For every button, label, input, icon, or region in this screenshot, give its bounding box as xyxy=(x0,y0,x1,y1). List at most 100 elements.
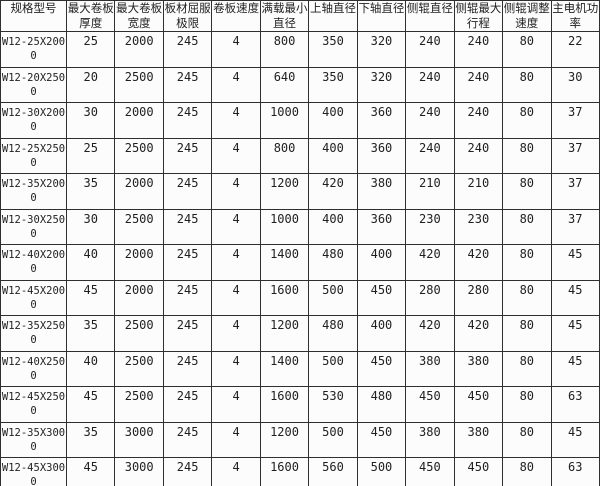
cell-max_width: 2500 xyxy=(114,350,164,387)
table-row: W12-30X2000 30 2000 245 4 1000 400 360 240 240 80 3… xyxy=(0,102,600,139)
cell-lower_shaft_dia: 360 xyxy=(356,208,407,245)
cell-side_roll_stroke: 240 xyxy=(453,66,504,103)
cell-max_thickness: 40 xyxy=(65,350,116,387)
cell-side_roll_stroke: 420 xyxy=(453,244,504,281)
cell-max_thickness: 45 xyxy=(65,457,116,486)
cell-side_roll_speed: 80 xyxy=(502,350,552,387)
cell-upper_shaft_dia: 530 xyxy=(308,386,358,423)
header-cell-model: 规格型号 xyxy=(0,0,67,32)
cell-max_thickness: 20 xyxy=(65,66,116,103)
cell-max_thickness: 45 xyxy=(65,386,116,423)
cell-upper_shaft_dia: 500 xyxy=(308,350,358,387)
cell-lower_shaft_dia: 380 xyxy=(356,173,407,210)
cell-lower_shaft_dia: 500 xyxy=(356,457,407,486)
cell-min_diameter: 1600 xyxy=(259,457,310,486)
cell-model: W12-30X2500 xyxy=(0,208,67,245)
cell-side_roll_speed: 80 xyxy=(502,102,552,139)
cell-max_width: 2500 xyxy=(114,66,164,103)
cell-max_thickness: 30 xyxy=(65,102,116,139)
table-row: W12-25X2000 25 2000 245 4 800 350 320 240 240 80 22 xyxy=(0,31,600,68)
cell-motor_power: 37 xyxy=(550,208,600,245)
cell-max_width: 2000 xyxy=(114,31,164,68)
table-row: W12-45X2000 45 2000 245 4 1600 500 450 280 280 80 4… xyxy=(0,279,600,316)
cell-max_width: 3000 xyxy=(114,457,164,486)
cell-lower_shaft_dia: 450 xyxy=(356,350,407,387)
cell-roll_speed: 4 xyxy=(211,244,261,281)
table-row: W12-35X2000 35 2000 245 4 1200 420 380 210 210 80 3… xyxy=(0,173,600,210)
cell-model: W12-25X2500 xyxy=(0,137,67,174)
cell-side_roll_speed: 80 xyxy=(502,137,552,174)
cell-yield_limit: 245 xyxy=(162,31,213,68)
cell-lower_shaft_dia: 320 xyxy=(356,66,407,103)
cell-min_diameter: 1600 xyxy=(259,279,310,316)
cell-model: W12-35X2500 xyxy=(0,315,67,352)
cell-lower_shaft_dia: 450 xyxy=(356,279,407,316)
cell-max_width: 2500 xyxy=(114,137,164,174)
cell-min_diameter: 1200 xyxy=(259,421,310,458)
cell-side_roll_speed: 80 xyxy=(502,315,552,352)
cell-model: W12-20X2500 xyxy=(0,66,67,103)
cell-max_width: 2500 xyxy=(114,208,164,245)
cell-motor_power: 45 xyxy=(550,350,600,387)
cell-yield_limit: 245 xyxy=(162,279,213,316)
cell-side_roll_stroke: 450 xyxy=(453,457,504,486)
cell-side_roll_dia: 380 xyxy=(405,350,455,387)
cell-upper_shaft_dia: 500 xyxy=(308,279,358,316)
cell-side_roll_dia: 240 xyxy=(405,66,455,103)
cell-yield_limit: 245 xyxy=(162,457,213,486)
cell-upper_shaft_dia: 480 xyxy=(308,315,358,352)
cell-max_width: 2000 xyxy=(114,244,164,281)
cell-model: W12-40X2500 xyxy=(0,350,67,387)
header-cell-lower_shaft_dia: 下轴直径 xyxy=(356,0,407,32)
cell-yield_limit: 245 xyxy=(162,350,213,387)
cell-model: W12-35X2000 xyxy=(0,173,67,210)
cell-roll_speed: 4 xyxy=(211,315,261,352)
cell-upper_shaft_dia: 420 xyxy=(308,173,358,210)
cell-roll_speed: 4 xyxy=(211,386,261,423)
cell-lower_shaft_dia: 450 xyxy=(356,421,407,458)
header-cell-side_roll_dia: 侧辊直径 xyxy=(405,0,455,32)
cell-side_roll_stroke: 380 xyxy=(453,350,504,387)
cell-lower_shaft_dia: 360 xyxy=(356,102,407,139)
cell-side_roll_dia: 230 xyxy=(405,208,455,245)
table-row: W12-35X3000 35 3000 245 4 1200 500 450 380 380 80 4… xyxy=(0,421,600,458)
cell-lower_shaft_dia: 480 xyxy=(356,386,407,423)
cell-motor_power: 30 xyxy=(550,66,600,103)
cell-min_diameter: 1000 xyxy=(259,102,310,139)
cell-min_diameter: 1200 xyxy=(259,315,310,352)
cell-side_roll_dia: 380 xyxy=(405,421,455,458)
cell-min_diameter: 1400 xyxy=(259,244,310,281)
cell-min_diameter: 800 xyxy=(259,137,310,174)
cell-motor_power: 45 xyxy=(550,315,600,352)
cell-side_roll_speed: 80 xyxy=(502,279,552,316)
cell-side_roll_speed: 80 xyxy=(502,457,552,486)
cell-model: W12-35X3000 xyxy=(0,421,67,458)
cell-min_diameter: 1600 xyxy=(259,386,310,423)
cell-max_thickness: 25 xyxy=(65,31,116,68)
cell-roll_speed: 4 xyxy=(211,457,261,486)
cell-max_thickness: 35 xyxy=(65,421,116,458)
cell-side_roll_speed: 80 xyxy=(502,173,552,210)
cell-roll_speed: 4 xyxy=(211,102,261,139)
cell-lower_shaft_dia: 320 xyxy=(356,31,407,68)
cell-model: W12-40X2000 xyxy=(0,244,67,281)
cell-roll_speed: 4 xyxy=(211,137,261,174)
header-cell-yield_limit: 板材屈服极限 xyxy=(162,0,213,32)
cell-min_diameter: 1200 xyxy=(259,173,310,210)
header-cell-side_roll_speed: 侧辊调整速度 xyxy=(502,0,552,32)
table-row: W12-45X2500 45 2500 245 4 1600 530 480 450 450 80 6… xyxy=(0,386,600,423)
table-header-row: 规格型号 最大卷板厚度 最大卷板宽度 板材屈服极限 卷板速度 满载最小直径 上轴直径 下轴直径… xyxy=(0,0,600,32)
cell-side_roll_stroke: 240 xyxy=(453,102,504,139)
cell-model: W12-45X2500 xyxy=(0,386,67,423)
cell-side_roll_dia: 240 xyxy=(405,31,455,68)
cell-side_roll_dia: 420 xyxy=(405,315,455,352)
cell-upper_shaft_dia: 350 xyxy=(308,31,358,68)
cell-max_thickness: 35 xyxy=(65,315,116,352)
header-cell-side_roll_stroke: 侧辊最大行程 xyxy=(453,0,504,32)
cell-roll_speed: 4 xyxy=(211,66,261,103)
cell-side_roll_speed: 80 xyxy=(502,244,552,281)
cell-side_roll_stroke: 380 xyxy=(453,421,504,458)
cell-model: W12-25X2000 xyxy=(0,31,67,68)
